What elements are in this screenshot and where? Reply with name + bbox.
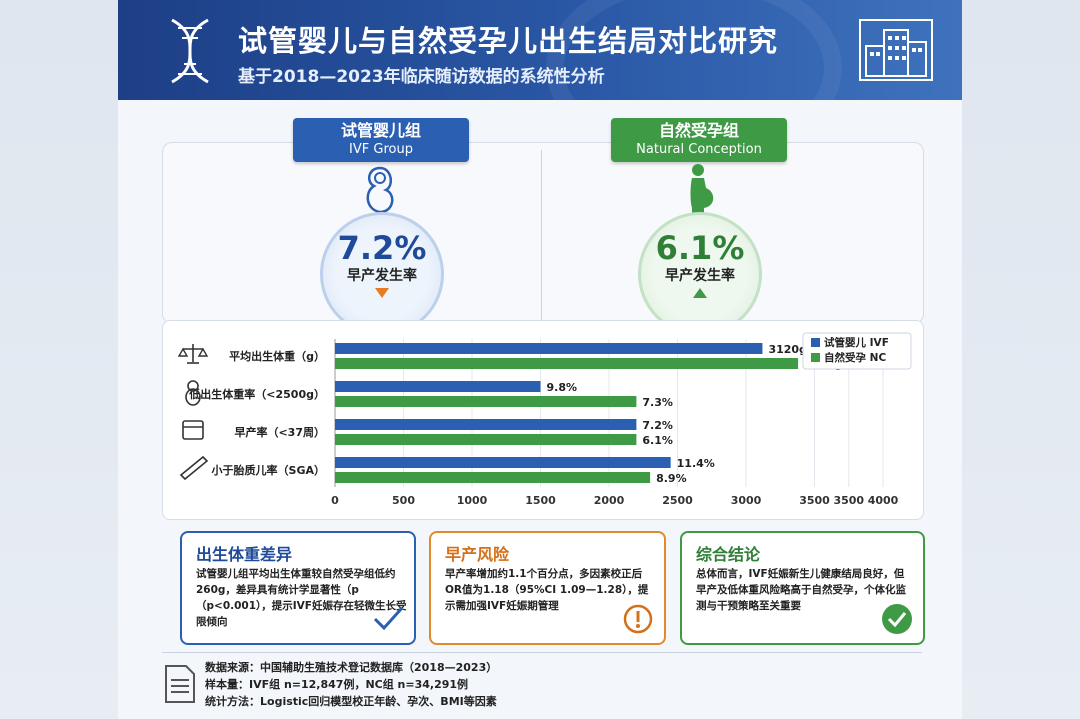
dna-icon [171,18,209,84]
hospital-building-icon [859,19,933,81]
calendar-icon [182,420,204,440]
bar-nc [335,472,651,483]
card-title: 早产风险 [445,545,510,564]
data-source: 数据来源：中国辅助生殖技术登记数据库（2018—2023） [205,661,498,674]
bar-ivf [335,381,541,392]
x-tick-label: 1000 [457,494,488,507]
x-tick-label: 3500 [833,494,864,507]
bar-nc [335,434,637,445]
bar-value-label: 9.8% [547,381,578,394]
ruler-icon [179,455,209,481]
category-label: 早产率（<37周） [234,425,325,439]
scale-icon [197,347,209,357]
statistical-method: 统计方法：Logistic回归模型校正年龄、孕次、BMI等因素 [205,695,497,708]
card-body: 早产率增加约1.1个百分点，多因素校正后OR值为1.18（95%CI 1.09—… [445,568,649,612]
bar-value-label: 7.3% [642,396,673,409]
x-tick-label: 1500 [525,494,556,507]
footer-divider [162,652,922,653]
x-tick-label: 4000 [868,494,899,507]
bar-ivf [335,343,763,354]
ivf-group-tag: 试管婴儿组 IVF Group [293,118,469,162]
baby-icon [187,380,199,392]
check-circle-icon [882,604,912,634]
scale-icon [177,347,189,357]
page-title: 试管婴儿与自然受孕儿出生结局对比研究 [238,24,779,58]
ivf-preterm-rate-circle: 7.2% 早产发生率 [320,212,444,336]
background-right [962,0,1080,719]
legend-box [802,332,912,370]
card-birth-weight: 出生体重差异 试管婴儿组平均出生体重较自然受孕组低约260g，差异具有统计学显著… [180,531,416,645]
ivf-group-name: 试管婴儿组 [340,121,421,140]
ivf-preterm-label: 早产发生率 [347,268,417,284]
x-tick-label: 3500 [799,494,830,507]
group-comparison-panel [162,142,924,324]
x-tick-label: 2500 [662,494,693,507]
bar-ivf [335,419,637,430]
footer-notes: 数据来源：中国辅助生殖技术登记数据库（2018—2023） 样本量：IVF组 n… [205,659,497,710]
ivf-preterm-rate: 7.2% [337,229,427,267]
baby-icon [185,388,201,406]
nc-group-name-en: Natural Conception [636,142,762,157]
category-label: 低出生体重率（<2500g） [188,387,325,401]
legend-swatch [811,338,820,347]
warning-icon [623,604,653,634]
background-left [0,0,118,719]
nc-preterm-rate: 6.1% [655,229,745,267]
nc-group-name: 自然受孕组 [658,121,739,140]
document-icon [165,665,195,703]
x-tick-label: 2000 [594,494,625,507]
nc-group-tag: 自然受孕组 Natural Conception [611,118,787,162]
bar-value-label: 8.9% [656,472,687,485]
bar-chart-panel: 0 500 1000 1500 2000 2500 3000 3500 3500 4000 平均出生… [162,320,924,520]
legend-label: 试管婴儿 IVF [824,336,889,349]
bar-nc [335,358,799,369]
header-banner: 试管婴儿与自然受孕儿出生结局对比研究 基于2018—2023年临床随访数据的系统… [118,0,962,100]
comparison-bar-chart: 0 500 1000 1500 2000 2500 3000 3500 3500 4000 平均出生… [177,332,912,507]
card-title: 综合结论 [696,545,761,564]
x-tick-label: 0 [331,494,339,507]
checkmark-icon [373,606,404,631]
bar-value-label: 11.4% [677,457,715,470]
legend-swatch [811,353,820,362]
bar-ivf [335,457,671,468]
pregnant-woman-icon [690,164,714,220]
category-label: 平均出生体重（g） [229,349,325,363]
category-label: 小于胎质儿率（SGA） [211,463,325,477]
bar-value-label: 7.2% [642,419,673,432]
fetus-icon [366,166,394,214]
nc-preterm-label: 早产发生率 [665,268,735,284]
legend-label: 自然受孕 NC [824,351,886,364]
page-subtitle: 基于2018—2023年临床随访数据的系统性分析 [238,67,605,87]
x-tick-label: 3000 [731,494,762,507]
arrow-up-icon [693,288,707,298]
card-body: 总体而言，IVF妊娠新生儿健康结局良好，但早产及低体重风险略高于自然受孕，个体化… [696,568,906,612]
card-title: 出生体重差异 [196,545,293,564]
bar-value-label: 6.1% [642,434,673,447]
bar-nc [335,396,637,407]
bar-value-label: 3120g [768,343,807,356]
group-divider [541,150,542,320]
sample-size: 样本量：IVF组 n=12,847例，NC组 n=34,291例 [205,678,469,691]
x-tick-label: 500 [392,494,415,507]
card-body: 试管婴儿组平均出生体重较自然受孕组低约260g，差异具有统计学显著性（p（p<0… [196,568,407,628]
ivf-group-name-en: IVF Group [349,142,413,157]
card-conclusion: 综合结论 总体而言，IVF妊娠新生儿健康结局良好，但早产及低体重风险略高于自然受… [680,531,925,645]
nc-preterm-rate-circle: 6.1% 早产发生率 [638,212,762,336]
arrow-down-icon [375,288,389,298]
card-preterm-risk: 早产风险 早产率增加约1.1个百分点，多因素校正后OR值为1.18（95%CI … [429,531,666,645]
